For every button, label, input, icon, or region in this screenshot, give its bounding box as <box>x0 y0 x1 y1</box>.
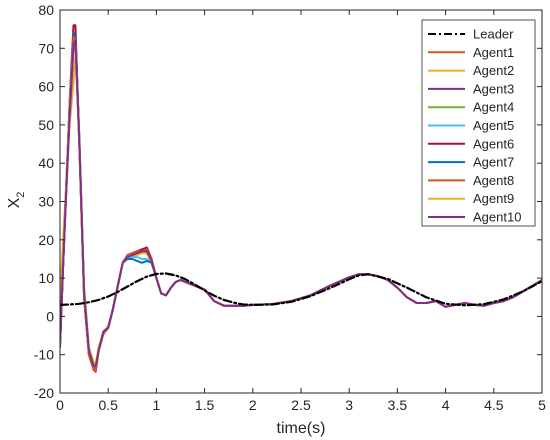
y-tick-label: 60 <box>38 79 54 95</box>
y-tick-label: 30 <box>38 194 54 210</box>
legend-label-agent4: Agent4 <box>473 100 514 115</box>
x-tick-label: 3 <box>345 397 353 413</box>
y-tick-label: 20 <box>38 232 54 248</box>
x-tick-label: 0.5 <box>98 397 118 413</box>
y-tick-label: 40 <box>38 155 54 171</box>
legend-label-agent10: Agent10 <box>473 210 521 225</box>
x-tick-label: 1.5 <box>195 397 215 413</box>
y-axis-title-subscript: 2 <box>15 192 27 198</box>
y-tick-label: -20 <box>34 385 54 401</box>
legend-label-agent2: Agent2 <box>473 63 514 78</box>
y-tick-label: 70 <box>38 40 54 56</box>
y-tick-label: 80 <box>38 2 54 18</box>
legend-label-agent9: Agent9 <box>473 191 514 206</box>
legend-box <box>421 19 536 227</box>
legend-label-agent7: Agent7 <box>473 155 514 170</box>
x-axis-title: time(s) <box>277 420 326 437</box>
y-tick-label: 10 <box>38 270 54 286</box>
legend: Leader Agent1 Agent2 Agent3 Agent4 Agent5 Agen… <box>421 19 536 227</box>
x-tick-label: 0 <box>56 397 64 413</box>
tick-layer: 0 0.5 1 1.5 2 2.5 3 3.5 4 4.5 5 -20 -10 0 10 20 30 40 50 60… <box>34 2 546 413</box>
x-tick-label: 2.5 <box>291 397 311 413</box>
legend-label-agent5: Agent5 <box>473 118 514 133</box>
x-tick-label: 2 <box>249 397 257 413</box>
legend-label-agent3: Agent3 <box>473 81 514 96</box>
y-tick-label: -10 <box>34 347 54 363</box>
legend-label-leader: Leader <box>473 27 514 42</box>
legend-label-agent6: Agent6 <box>473 136 514 151</box>
series-layer <box>60 24 542 373</box>
y-axis-title: X2 <box>6 192 27 209</box>
y-axis-title-base: X <box>6 197 23 208</box>
legend-label-agent8: Agent8 <box>473 173 514 188</box>
x-tick-label: 4.5 <box>484 397 504 413</box>
x-tick-label: 1 <box>153 397 161 413</box>
x-tick-label: 3.5 <box>388 397 408 413</box>
series-line-leader <box>60 272 542 307</box>
x-tick-label: 4 <box>442 397 450 413</box>
legend-label-agent1: Agent1 <box>473 45 514 60</box>
x-tick-label: 5 <box>538 397 546 413</box>
y-tick-label: 0 <box>46 308 54 324</box>
y-tick-label: 50 <box>38 117 54 133</box>
